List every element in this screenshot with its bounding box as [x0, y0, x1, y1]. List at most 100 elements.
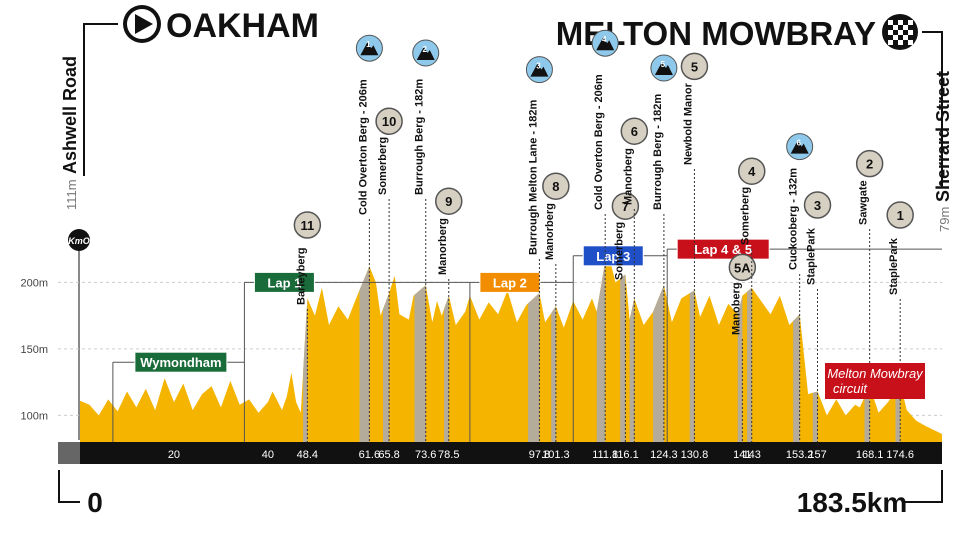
climb-name: Somerberg: [377, 137, 389, 195]
start-bottom-bracket: [58, 470, 80, 503]
climb-number: 9: [445, 194, 452, 209]
x-tick-label: 143: [743, 449, 761, 461]
climb-name: Burrough Berg - 182m: [414, 79, 426, 195]
kom-number: 2: [423, 45, 428, 54]
circuit-label-line2: circuit: [833, 381, 868, 396]
climb-name: Cold Overton Berg - 206m: [357, 79, 369, 215]
climb-name: Manoberg: [730, 282, 742, 335]
sector-label: Wymondham: [140, 355, 221, 370]
flag-square: [903, 35, 908, 40]
x-tick-label: 130.8: [681, 449, 709, 461]
climb-label-group: Manoberg: [730, 282, 742, 335]
climb-number: 5A: [734, 260, 751, 275]
finish-altitude: 79m: [937, 207, 952, 232]
climb-shading: [359, 266, 370, 442]
mountain-icon: [360, 42, 379, 56]
climb-badge: [611, 192, 640, 220]
climb-badge: [435, 187, 463, 215]
climb-label-group: Manorberg: [622, 148, 634, 205]
flag-square: [908, 20, 913, 25]
x-tick-label: 73.6: [415, 449, 436, 461]
climb-name: Manorberg: [437, 218, 449, 275]
climb-label-group: Somerberg: [377, 137, 389, 195]
climb-badge: [728, 253, 757, 282]
x-tick-label: 101.3: [542, 449, 570, 461]
x-tick-label: 65.8: [378, 449, 399, 461]
mountain-icon: [416, 47, 435, 60]
kom-number: 1: [366, 40, 371, 49]
flag-square: [888, 30, 893, 35]
sector-label: Lap 1: [267, 275, 301, 290]
finish-bottom-bracket: [905, 470, 943, 503]
climb-name: Manorberg: [622, 148, 634, 205]
kom-number: 6: [796, 139, 801, 148]
start-bracket: [83, 23, 118, 176]
climb-number: 4: [748, 164, 756, 179]
x-tick-label: 97.8: [529, 449, 550, 461]
climb-shading: [414, 285, 426, 442]
climb-shading: [528, 293, 540, 442]
climb-shading: [812, 391, 818, 442]
climb-badge: [620, 117, 649, 145]
climb-badge: [803, 191, 832, 219]
kom-number: 5: [661, 60, 666, 69]
sector-label: Lap 2: [493, 275, 527, 290]
x-tick-label: 116.1: [612, 449, 639, 461]
climb-shading: [864, 386, 870, 442]
profile-area: [80, 261, 942, 442]
climb-label-group: StaplePark: [888, 237, 900, 295]
climb-badge: [542, 172, 570, 200]
climb-shading: [653, 285, 664, 442]
climb-badge: [886, 201, 914, 229]
mountain-icon: [596, 37, 615, 51]
climb-label-group: Manorberg: [544, 203, 556, 260]
climb-badge: [680, 52, 709, 81]
checkered-flag-icon: [882, 14, 918, 50]
mountain-icon: [530, 63, 549, 77]
climb-label-group: Burrough Melton Lane - 182m: [527, 100, 539, 255]
climb-name: StaplePark: [806, 227, 818, 285]
x-tick-label: 124.3: [650, 449, 678, 461]
climb-shading: [793, 314, 800, 442]
climb-shading: [596, 261, 606, 442]
climb-name: Burrough Melton Lane - 182m: [527, 100, 539, 255]
climb-label-group: Barleyberg: [295, 248, 307, 305]
climb-name: Cold Overton Berg - 206m: [593, 74, 605, 210]
climb-label-group: Somerberg: [613, 222, 625, 280]
km0-circle: [68, 229, 90, 251]
finish-bracket: [922, 31, 943, 186]
circuit-label-line1: Melton Mowbray: [827, 366, 924, 381]
start-town: OAKHAM: [166, 7, 319, 45]
start-street: Ashwell Road: [60, 56, 80, 174]
climb-name: Burrough Berg - 182m: [652, 94, 664, 210]
flag-square: [903, 25, 908, 30]
climb-shading: [737, 295, 743, 442]
climb-label-group: Sawgate: [858, 180, 870, 225]
climb-number: 8: [552, 179, 559, 194]
flag-square: [908, 40, 913, 45]
sector-label: Lap 4 & 5: [694, 242, 752, 257]
climb-number: 3: [814, 198, 821, 213]
start-play-icon: [123, 5, 161, 43]
climb-shading: [689, 290, 695, 442]
climb-number: 7: [622, 199, 629, 214]
climb-name: StaplePark: [888, 237, 900, 295]
sector-badge: [479, 271, 541, 293]
km0-label: KmO: [68, 236, 90, 246]
y-tick-label: 200m: [20, 277, 48, 289]
climb-label-group: Somerberg: [740, 187, 752, 245]
km-axis-bar: [80, 442, 942, 464]
y-tick-label: 100m: [20, 410, 48, 422]
climb-label-group: Cold Overton Berg - 206m: [357, 79, 369, 215]
climb-label-group: Burrough Berg - 182m: [414, 79, 426, 195]
start-base-block: [58, 442, 80, 464]
x-tick-label: 20: [168, 449, 180, 461]
finish-street: Sherrard Street: [933, 71, 953, 202]
climb-shading: [620, 274, 626, 442]
flag-square: [898, 40, 903, 45]
start-km-label: 0: [87, 487, 103, 518]
sector-badge: [253, 271, 315, 293]
x-tick-label: 157: [808, 449, 826, 461]
sector-badge: [134, 351, 228, 373]
flag-square: [893, 25, 898, 30]
